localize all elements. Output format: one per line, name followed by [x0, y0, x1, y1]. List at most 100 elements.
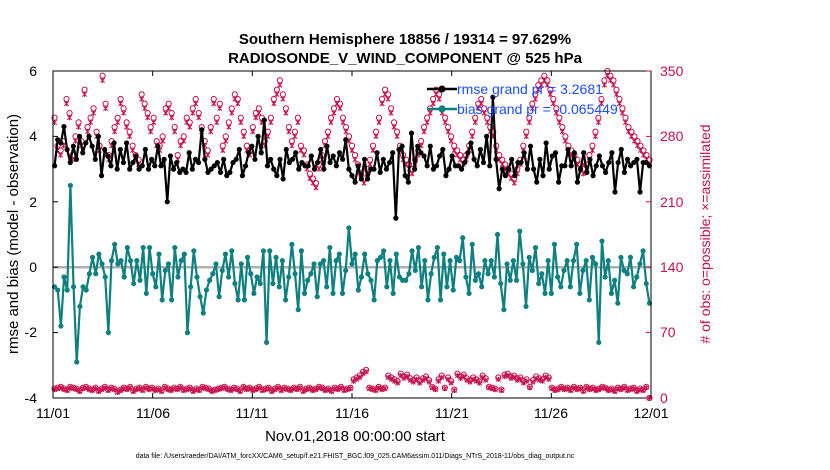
obs-assimilated-point — [637, 147, 644, 154]
bias-point — [70, 284, 77, 290]
rmse-point — [127, 166, 133, 172]
bias-point — [532, 244, 539, 251]
bias-point — [320, 258, 327, 264]
bias-point — [494, 231, 501, 238]
rmse-point — [205, 169, 211, 175]
rmse-point — [484, 133, 490, 139]
rmse-point — [296, 166, 302, 172]
bias-point — [643, 280, 649, 287]
rmse-point — [95, 133, 101, 139]
legend-bias-label: bias grand pr = -0.065449 — [457, 101, 618, 117]
bias-point — [327, 244, 333, 251]
bias-point — [507, 277, 513, 283]
bias-point — [112, 241, 118, 247]
obs-assimilated-point — [427, 110, 433, 116]
rmse-point — [98, 173, 105, 179]
rmse-point — [612, 189, 618, 195]
rmse-point — [102, 146, 108, 153]
obs-assimilated-point — [67, 385, 73, 391]
rmse-point — [277, 156, 283, 162]
bias-point — [282, 297, 289, 303]
obs-assimilated-point — [351, 378, 357, 384]
bias-point — [450, 287, 456, 293]
obs-assimilated-point — [253, 115, 259, 121]
obs-assimilated-point — [511, 180, 517, 186]
obs-assimilated-point — [634, 143, 641, 149]
bias-point — [444, 284, 450, 290]
obs-assimilated-point — [361, 180, 367, 186]
rmse-point — [208, 166, 214, 172]
bias-point — [368, 277, 374, 283]
bias-point — [485, 271, 491, 277]
legend-rmse-label: rmse grand pr = 3.2681 — [457, 81, 603, 97]
bias-point — [251, 290, 257, 296]
bias-point — [456, 258, 463, 264]
rmse-point — [61, 123, 67, 130]
obs-assimilated-point — [240, 385, 246, 391]
rmse-point — [158, 163, 164, 169]
bias-point — [140, 244, 146, 251]
obs-assimilated-point — [215, 386, 221, 393]
bias-point — [548, 290, 554, 296]
bias-point — [346, 225, 352, 231]
rmse-point — [152, 163, 158, 169]
bias-point — [339, 290, 346, 296]
bias-point — [422, 258, 428, 264]
bias-point — [526, 254, 532, 260]
rmse-point — [192, 156, 199, 162]
bias-point — [517, 228, 523, 234]
legend: rmse grand pr = 3.2681 bias grand pr = -… — [427, 81, 618, 117]
rmse-point — [599, 163, 606, 169]
bias-point — [621, 267, 627, 274]
obs-assimilated-point — [72, 138, 79, 144]
bias-point — [555, 274, 561, 280]
bias-point — [564, 258, 570, 264]
rmse-point — [161, 156, 167, 162]
rmse-point — [637, 189, 643, 195]
rmse-point — [111, 140, 117, 146]
bias-point — [254, 274, 260, 280]
obs-assimilated-point — [58, 385, 64, 391]
bias-point — [608, 290, 615, 296]
obs-assimilated-point — [277, 82, 283, 88]
rmse-point — [477, 146, 483, 153]
bias-point — [153, 284, 159, 290]
obs-assimilated-point — [616, 101, 623, 107]
bias-point — [403, 277, 409, 283]
rmse-point — [493, 156, 499, 162]
bias-point — [191, 248, 197, 254]
obs-assimilated-point — [142, 105, 148, 111]
bias-point — [539, 271, 545, 277]
rmse-point — [123, 140, 130, 146]
obs-assimilated-point — [303, 386, 309, 393]
y-tick-label: -4 — [25, 390, 38, 406]
obs-assimilated-point — [331, 110, 337, 116]
obs-assimilated-point — [83, 385, 89, 391]
rmse-point — [202, 156, 208, 162]
bias-point — [89, 254, 96, 260]
obs-assimilated-point — [75, 124, 82, 130]
bias-point — [330, 290, 336, 296]
y-axis-label: rmse and bias (model - observation) — [5, 114, 22, 354]
obs-assimilated-point — [343, 129, 349, 135]
bias-point — [121, 274, 127, 280]
bias-point — [545, 258, 551, 264]
obs-assimilated-point — [424, 119, 430, 125]
obs-assimilated-point — [442, 119, 448, 125]
bias-point — [80, 284, 86, 290]
rmse-point — [390, 150, 396, 156]
obs-assimilated-point — [334, 101, 340, 107]
obs-assimilated-point — [298, 147, 304, 154]
bias-point — [596, 339, 602, 346]
bias-point — [488, 258, 494, 264]
obs-assimilated-point — [599, 385, 605, 391]
rmse-point — [505, 166, 512, 172]
rmse-point — [224, 173, 230, 179]
obs-assimilated-point — [426, 379, 432, 385]
obs-assimilated-point — [628, 133, 635, 139]
bias-point — [134, 258, 140, 264]
obs-assimilated-point — [601, 82, 607, 88]
obs-assimilated-point — [286, 129, 292, 135]
bias-point — [627, 254, 634, 260]
bias-point — [105, 330, 111, 336]
